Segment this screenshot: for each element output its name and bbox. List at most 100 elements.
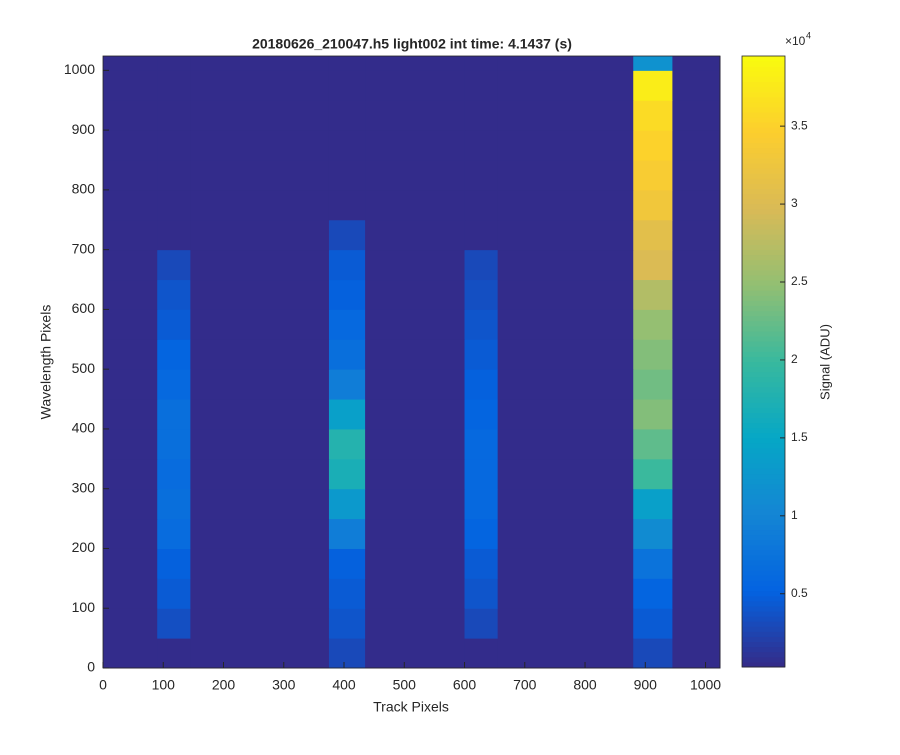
heatmap-cell xyxy=(157,399,191,430)
heatmap-cell xyxy=(672,399,721,430)
colorbar-swatch xyxy=(742,366,785,373)
heatmap-cell xyxy=(365,219,466,251)
colorbar-swatch xyxy=(742,76,785,82)
heatmap-cell xyxy=(157,339,191,370)
colorbar-swatch xyxy=(742,208,785,215)
heatmap-cell xyxy=(328,339,366,370)
heatmap-cell xyxy=(633,399,673,430)
colorbar-swatch xyxy=(742,463,785,469)
heatmap-cell xyxy=(497,608,634,639)
heatmap-cell xyxy=(497,159,634,191)
heatmap-cell xyxy=(365,638,466,669)
heatmap-cell xyxy=(633,369,673,400)
heatmap-cell xyxy=(365,369,466,400)
heatmap-cell xyxy=(672,518,721,549)
colorbar-swatch xyxy=(742,254,785,261)
colorbar-swatch xyxy=(742,656,785,663)
heatmap-cell xyxy=(633,309,673,340)
colorbar-swatch xyxy=(742,422,785,429)
colorbar-swatch xyxy=(742,81,785,88)
heatmap-cell xyxy=(497,488,634,520)
heatmap-cell xyxy=(190,339,330,370)
chart-title: 20180626_210047.h5 light002 int time: 4.… xyxy=(252,36,572,52)
heatmap-cell xyxy=(464,488,499,520)
heatmap-cell xyxy=(157,458,191,490)
heatmap-cell xyxy=(157,56,191,71)
colorbar-swatch xyxy=(742,86,785,93)
colorbar-multiplier-exponent: 4 xyxy=(806,30,811,40)
x-axis-label: Track Pixels xyxy=(373,699,449,715)
heatmap-cell xyxy=(103,219,158,251)
heatmap-cell xyxy=(365,189,466,221)
heatmap-cell xyxy=(365,100,466,131)
heatmap-cell xyxy=(103,130,158,161)
heatmap-cell xyxy=(365,70,466,101)
heatmap-cell xyxy=(103,100,158,131)
heatmap-cell xyxy=(633,518,673,549)
colorbar-swatch xyxy=(742,361,785,368)
heatmap-cell xyxy=(497,428,634,460)
heatmap-cell xyxy=(672,339,721,370)
colorbar-swatch xyxy=(742,300,785,306)
heatmap-cell xyxy=(103,399,158,430)
heatmap-cell xyxy=(672,219,721,251)
heatmap-cell xyxy=(190,369,330,400)
heatmap-cell xyxy=(190,428,330,460)
heatmap-cell xyxy=(328,428,366,460)
heatmap-cell xyxy=(157,189,191,221)
heatmap-cell xyxy=(672,189,721,221)
heatmap-cell xyxy=(633,130,673,161)
colorbar-swatch xyxy=(742,575,785,581)
heatmap-cell xyxy=(190,130,330,161)
heatmap-cell xyxy=(464,56,499,71)
heatmap-cell xyxy=(103,488,158,520)
y-tick-label: 200 xyxy=(72,539,96,555)
colorbar-swatch xyxy=(742,320,785,327)
heatmap-cell xyxy=(633,548,673,579)
colorbar-swatch xyxy=(742,560,785,566)
heatmap-cell xyxy=(633,608,673,639)
colorbar-swatch xyxy=(742,565,785,571)
colorbar-swatch xyxy=(742,239,785,245)
colorbar-tick-label: 1 xyxy=(791,508,798,522)
heatmap-cell xyxy=(672,249,721,281)
heatmap-cell xyxy=(672,70,721,101)
heatmap-cell xyxy=(633,100,673,131)
heatmap-cell xyxy=(672,428,721,460)
heatmap-cell xyxy=(157,279,191,310)
colorbar-swatch xyxy=(742,61,785,67)
heatmap-cell xyxy=(103,518,158,549)
heatmap-cell xyxy=(157,369,191,400)
x-tick-label: 300 xyxy=(272,677,296,693)
colorbar-tick-label: 3 xyxy=(791,196,798,210)
heatmap-cell xyxy=(365,578,466,609)
heatmap-cell xyxy=(464,399,499,430)
heatmap-cell xyxy=(672,578,721,609)
colorbar-swatch xyxy=(742,539,785,546)
heatmap-cell xyxy=(328,399,366,430)
colorbar-swatch xyxy=(742,356,785,362)
heatmap-cell xyxy=(672,130,721,161)
colorbar-swatch xyxy=(742,381,785,388)
colorbar-swatch xyxy=(742,519,785,525)
heatmap-cell xyxy=(497,309,634,340)
colorbar-swatch xyxy=(742,498,785,505)
heatmap-cell xyxy=(157,100,191,131)
heatmap-cell xyxy=(103,339,158,370)
colorbar-swatch xyxy=(742,269,785,276)
colorbar-swatch xyxy=(742,351,785,357)
colorbar-swatch xyxy=(742,549,785,556)
colorbar-swatch xyxy=(742,514,785,520)
colorbar-swatch xyxy=(742,127,785,133)
heatmap-cell xyxy=(464,249,499,281)
colorbar-swatch xyxy=(742,636,785,643)
heatmap-cell xyxy=(464,608,499,639)
colorbar-multiplier-base: ×10 xyxy=(785,34,806,48)
heatmap-cell xyxy=(672,548,721,579)
heatmap-cell xyxy=(328,578,366,609)
colorbar-swatch xyxy=(742,249,785,256)
x-tick-label: 400 xyxy=(332,677,356,693)
y-tick-label: 800 xyxy=(72,181,96,197)
heatmap-cell xyxy=(497,458,634,490)
heatmap-cell xyxy=(103,458,158,490)
